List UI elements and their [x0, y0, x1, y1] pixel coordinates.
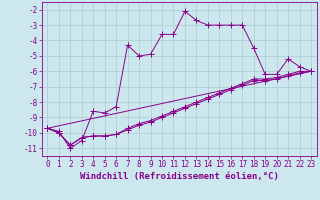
X-axis label: Windchill (Refroidissement éolien,°C): Windchill (Refroidissement éolien,°C)	[80, 172, 279, 181]
